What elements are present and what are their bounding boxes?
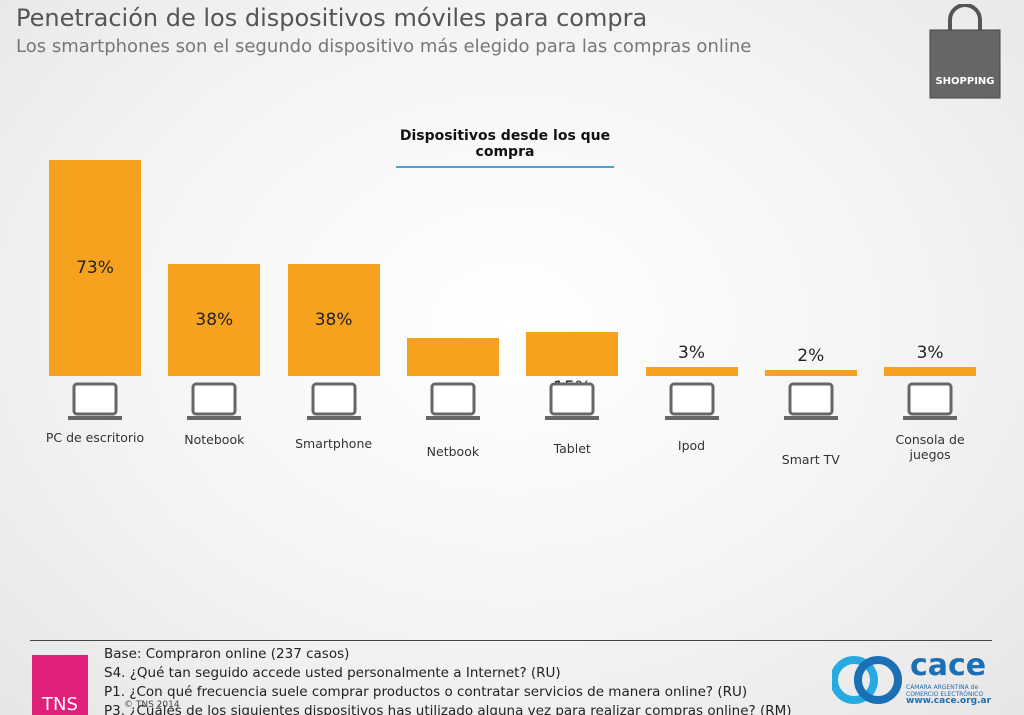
bar: [526, 331, 619, 376]
value-label: 3%: [678, 343, 705, 364]
device-icon: [903, 382, 958, 420]
category-label: Consola de juegos: [895, 432, 965, 462]
bar: [287, 263, 380, 376]
subtitle: Los smartphones son el segundo dispositi…: [16, 36, 752, 57]
category-label: PC de escritorio: [45, 430, 145, 445]
category-label: Netbook: [426, 444, 480, 459]
chart: 73% PC de escritorio 38% Notebook 38% Smartph…: [45, 159, 977, 467]
category-label: Ipod: [677, 438, 706, 453]
bar: [168, 263, 261, 376]
note: Base: Compraron online (237 casos): [104, 646, 350, 662]
device-icon: [425, 382, 480, 420]
value-label: 2%: [797, 346, 825, 367]
divider: [30, 640, 992, 641]
bar: [406, 337, 499, 376]
tns-logo: TNS: [32, 655, 88, 715]
category-label: Tablet: [553, 441, 591, 456]
cace-name: CÁMARA ARGENTINA de COMERCIO ELECTRÓNICO: [906, 684, 984, 698]
device-icon: [783, 382, 838, 420]
shopping-badge: SHOPPING: [929, 4, 1001, 99]
bar: [764, 370, 857, 376]
badge-text: SHOPPING: [935, 76, 994, 87]
note: P3. ¿Cuáles de los siguientes dispositiv…: [104, 703, 792, 715]
device-icon: [545, 382, 600, 420]
note: P1. ¿Con qué frecuencia suele comprar pr…: [104, 684, 748, 700]
cace-url: www.cace.org.ar: [906, 696, 992, 706]
category-label: Smartphone: [295, 436, 373, 451]
value-label: 38%: [314, 309, 353, 330]
bar: [884, 367, 977, 376]
cace-logo: cace: [910, 648, 987, 683]
cace-icon: [832, 656, 902, 704]
value-label: 38%: [195, 309, 234, 330]
note: S4. ¿Qué tan seguido accede usted person…: [104, 665, 561, 681]
category-label: Smart TV: [781, 452, 840, 467]
device-icon: [68, 382, 122, 420]
copyright: © TNS 2014: [124, 700, 180, 710]
device-icon: [187, 382, 242, 420]
category-label: Notebook: [184, 432, 245, 447]
device-icon: [664, 382, 719, 420]
value-label: 73%: [76, 258, 114, 278]
bar: [49, 159, 141, 376]
bar: [645, 367, 738, 376]
chart-title: Dispositivos desde los que compra: [396, 128, 614, 168]
device-icon: [306, 382, 361, 420]
value-label: 3%: [916, 343, 944, 364]
title: Penetración de los dispositivos móviles …: [16, 4, 648, 32]
